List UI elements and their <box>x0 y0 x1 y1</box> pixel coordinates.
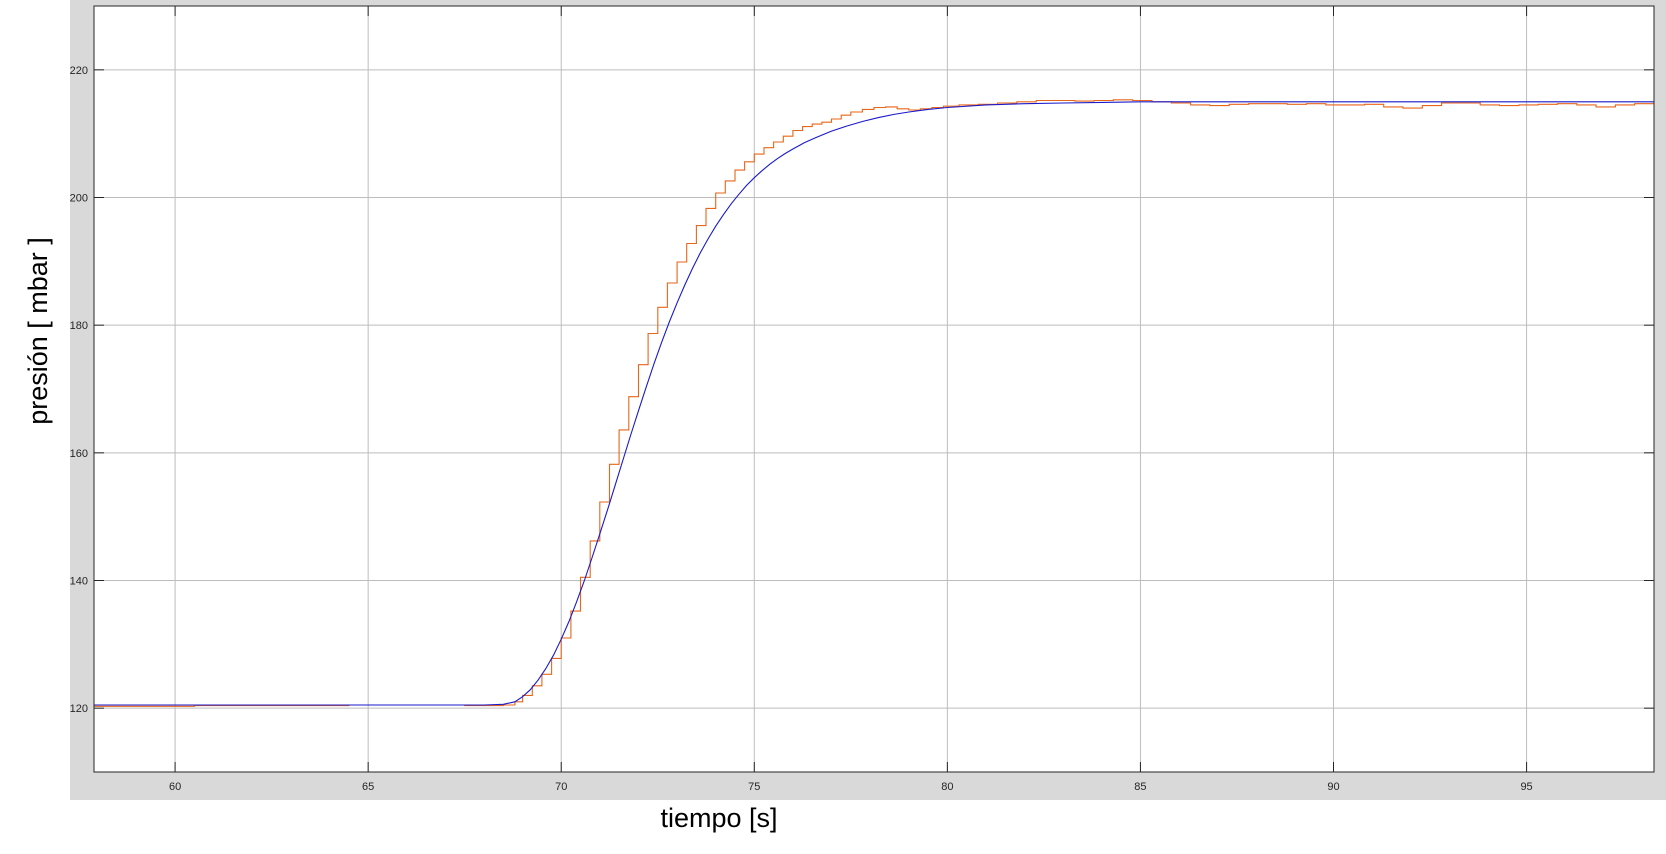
y-tick-label: 180 <box>70 320 88 332</box>
x-tick-label: 65 <box>362 781 374 793</box>
series-line-blue <box>94 101 1654 706</box>
y-tick-label: 120 <box>70 703 88 715</box>
x-tick-label: 85 <box>1134 781 1146 793</box>
y-tick-label: 140 <box>70 576 88 588</box>
series-line-step-orange <box>94 99 1654 707</box>
x-tick-label: 60 <box>169 781 181 793</box>
x-tick-label: 95 <box>1520 781 1532 793</box>
y-tick-label: 160 <box>70 448 88 460</box>
y-tick-label: 200 <box>70 193 88 205</box>
x-tick-label: 80 <box>941 781 953 793</box>
axes-box <box>93 5 1655 773</box>
x-tick-label: 90 <box>1327 781 1339 793</box>
y-tick-label: 220 <box>70 65 88 77</box>
plot-series <box>94 99 1654 707</box>
grid-lines <box>94 6 1654 772</box>
x-axis-title: tiempo [s] <box>660 803 777 833</box>
x-tick-label: 75 <box>748 781 760 793</box>
tick-labels: 60 65 70 75 80 85 90 95 120 140 160 180 200 220 <box>70 65 1533 793</box>
x-tick-label: 70 <box>555 781 567 793</box>
y-axis-title: presión [ mbar ] <box>23 237 53 425</box>
axes-background <box>94 6 1654 772</box>
